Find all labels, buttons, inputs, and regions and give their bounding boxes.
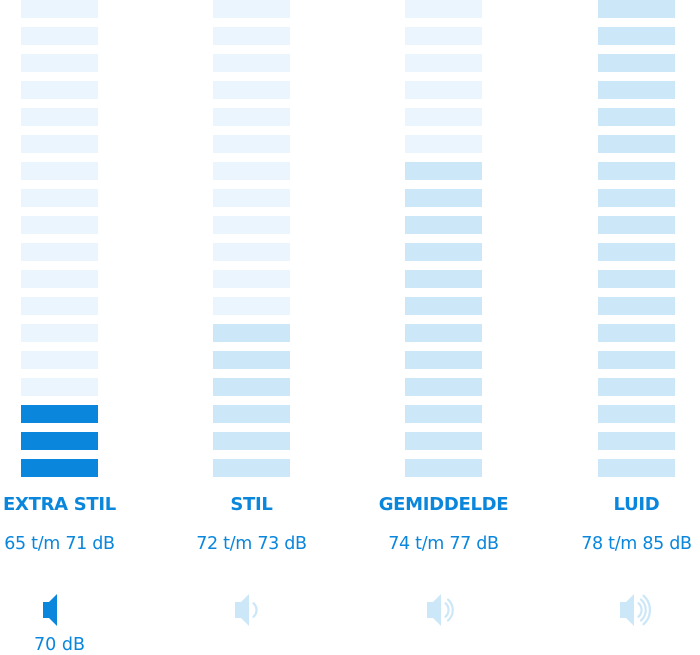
level-column-stil: STIL 72 t/m 73 dB: [196, 0, 405, 655]
meter-bar-filled: [213, 405, 290, 423]
meter-bar-filled: [598, 81, 675, 99]
meter-bar-empty: [213, 81, 290, 99]
level-label: GEMIDDELDE: [378, 494, 509, 515]
meter-bar-empty: [405, 0, 482, 18]
meter-bar-filled: [598, 189, 675, 207]
meter-bar-empty: [21, 54, 98, 72]
meter-bar-empty: [21, 162, 98, 180]
meter-bar-empty: [21, 108, 98, 126]
meter-bar-filled: [213, 432, 290, 450]
meter-bar-filled: [598, 297, 675, 315]
meter-bar-filled: [21, 432, 98, 450]
meter-bar-empty: [405, 108, 482, 126]
meter-bar-empty: [21, 135, 98, 153]
meter-bar-filled: [598, 0, 675, 18]
current-level: 70 dB: [34, 635, 85, 655]
level-column-gemiddelde: GEMIDDELDE 74 t/m 77 dB: [379, 0, 597, 655]
level-label: STIL: [230, 494, 273, 515]
level-label: EXTRA STIL: [3, 494, 116, 515]
meter-bar-filled: [21, 405, 98, 423]
speaker-mute-icon: [43, 594, 57, 626]
meter-bar-empty: [213, 189, 290, 207]
meter-bar-filled: [213, 351, 290, 369]
meter-bar-filled: [598, 378, 675, 396]
meter-bar-empty: [21, 378, 98, 396]
meter-bar-empty: [213, 0, 290, 18]
meter-bar-empty: [21, 81, 98, 99]
meter-bar-empty: [213, 216, 290, 234]
meter-bar-filled: [405, 378, 482, 396]
meter-bar-empty: [21, 297, 98, 315]
meter-bar-filled: [598, 162, 675, 180]
meter-bar-filled: [405, 459, 482, 477]
meter-bar-filled: [598, 324, 675, 342]
meter-bar-empty: [213, 243, 290, 261]
meter-bar-empty: [213, 27, 290, 45]
meter-bar-empty: [213, 162, 290, 180]
level-range: 72 t/m 73 dB: [196, 534, 307, 554]
meter-bar-empty: [21, 27, 98, 45]
meter-bar-empty: [21, 216, 98, 234]
level-column-luid: LUID 78 t/m 85 dB: [581, 0, 700, 655]
meter-bar-filled: [405, 405, 482, 423]
meter-bar-empty: [21, 270, 98, 288]
meter-bar-filled: [405, 297, 482, 315]
meter-bar-filled: [598, 216, 675, 234]
meter-bar-empty: [405, 135, 482, 153]
meter-bar-empty: [213, 108, 290, 126]
meter-bar-filled: [598, 351, 675, 369]
level-label: LUID: [613, 494, 660, 515]
meter-bar-filled: [598, 243, 675, 261]
meter-bar-filled: [598, 54, 675, 72]
meter-bar-filled: [598, 270, 675, 288]
meter-bar-filled: [21, 459, 98, 477]
meter-bar-empty: [21, 0, 98, 18]
meter-bar-empty: [405, 54, 482, 72]
meter-bar-filled: [405, 162, 482, 180]
meter-bar-empty: [213, 54, 290, 72]
meter-bar-filled: [598, 405, 675, 423]
meter-bar-filled: [405, 216, 482, 234]
meter-bar-empty: [405, 81, 482, 99]
meter-bar-filled: [405, 351, 482, 369]
meter-bar-filled: [405, 189, 482, 207]
meter-bar-filled: [598, 135, 675, 153]
meter-bar-empty: [405, 27, 482, 45]
meter-bar-empty: [213, 135, 290, 153]
level-range: 78 t/m 85 dB: [581, 534, 692, 554]
meter-bar-filled: [405, 270, 482, 288]
level-range: 65 t/m 71 dB: [4, 534, 115, 554]
speaker-low-icon: [235, 594, 258, 626]
meter-bar-filled: [598, 459, 675, 477]
meter-bar-filled: [405, 432, 482, 450]
meter-bar-filled: [598, 27, 675, 45]
meter-bar-empty: [21, 351, 98, 369]
level-column-extra-stil: EXTRA STIL 65 t/m 71 dB 70 dB: [3, 0, 213, 655]
meter-bar-filled: [213, 378, 290, 396]
meter-bar-filled: [213, 459, 290, 477]
meter-bar-filled: [405, 324, 482, 342]
meter-bar-filled: [213, 324, 290, 342]
meter-bar-filled: [598, 432, 675, 450]
level-range: 74 t/m 77 dB: [388, 534, 499, 554]
speaker-medium-icon: [427, 594, 454, 626]
speaker-high-icon: [620, 594, 651, 626]
meter-bar-empty: [21, 324, 98, 342]
meter-bar-filled: [405, 243, 482, 261]
meter-bar-empty: [213, 270, 290, 288]
meter-bar-empty: [213, 297, 290, 315]
meter-bar-filled: [598, 108, 675, 126]
meter-bar-empty: [21, 189, 98, 207]
meter-bar-empty: [21, 243, 98, 261]
